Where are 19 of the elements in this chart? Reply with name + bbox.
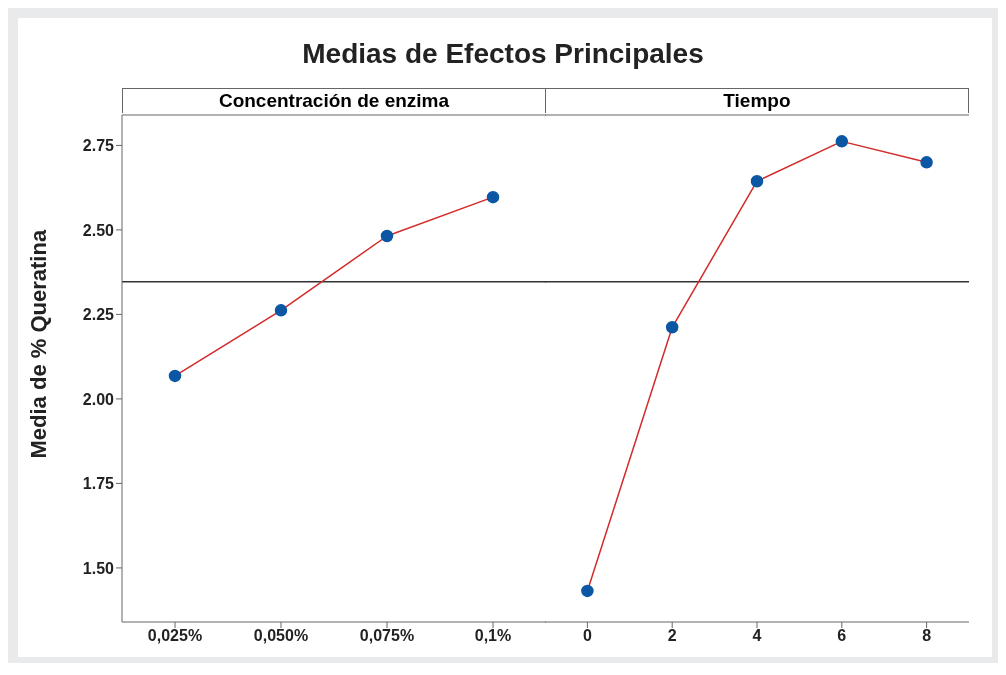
y-tick-label: 2.00	[82, 390, 115, 408]
x-tick-label: 0	[582, 627, 592, 645]
x-tick-label: 0,025%	[147, 627, 203, 645]
y-tick-label: 2.50	[82, 221, 115, 239]
chart-subtitle: Concentración de enzima	[122, 88, 546, 113]
y-tick-label: 1.75	[82, 475, 115, 493]
x-tick-label: 0,1%	[474, 627, 512, 645]
x-tick-label: 0,050%	[253, 627, 309, 645]
y-tick-label: 2.25	[82, 306, 115, 324]
y-tick-label: 2.75	[82, 137, 115, 155]
y-axis-title: Media de % Queratina	[25, 229, 51, 459]
x-tick-label: 8	[922, 627, 932, 645]
chart-title: Medias de Efectos Principales	[301, 37, 705, 71]
x-tick-label: 6	[837, 627, 847, 645]
x-tick-label: 2	[667, 627, 677, 645]
chart-subtitle: Tiempo	[544, 88, 969, 113]
y-tick-label: 1.50	[82, 559, 115, 577]
x-tick-label: 4	[752, 627, 762, 645]
x-tick-label: 0,075%	[359, 627, 415, 645]
